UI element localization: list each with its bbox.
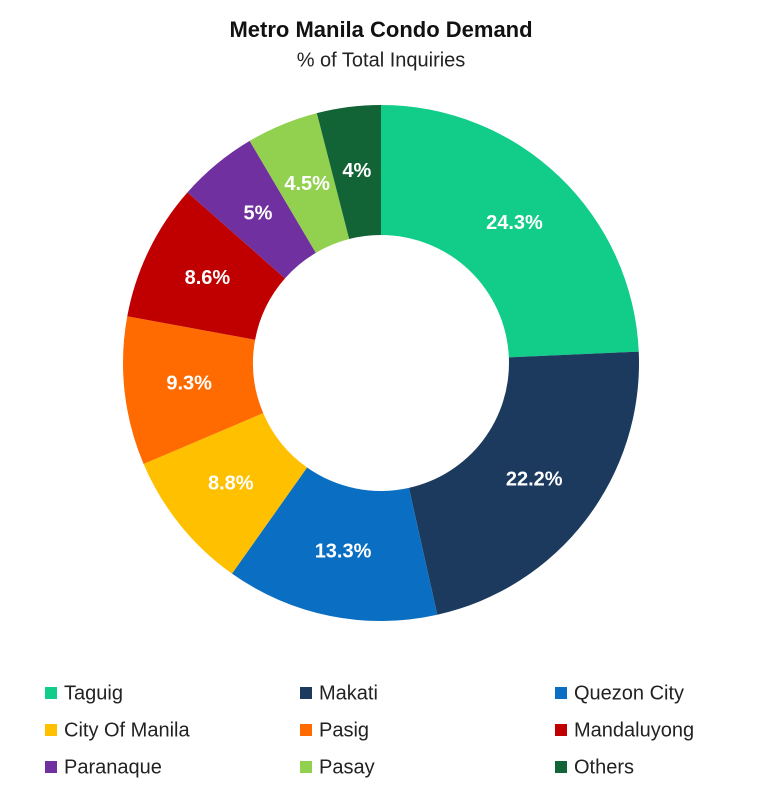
- donut-slice: [249, 113, 350, 253]
- value-label: 8.6%: [185, 267, 231, 289]
- donut-slice: [187, 140, 316, 279]
- legend-label: Mandaluyong: [574, 719, 694, 741]
- donut-slice: [231, 467, 438, 621]
- donut-slice: [408, 351, 640, 615]
- value-label: 8.8%: [208, 472, 254, 494]
- donut-slice: [381, 105, 639, 358]
- legend-label: Taguig: [64, 682, 123, 704]
- value-label: 22.2%: [506, 469, 563, 491]
- legend-label: Paranaque: [64, 756, 162, 778]
- legend-label: Pasig: [319, 719, 369, 741]
- value-label: 24.3%: [486, 212, 543, 234]
- legend-swatch: [45, 761, 57, 773]
- value-label: 4.5%: [284, 173, 330, 195]
- donut-slice: [316, 105, 381, 240]
- legend-label: Quezon City: [574, 682, 684, 704]
- legend-swatch: [555, 687, 567, 699]
- legend-swatch: [555, 761, 567, 773]
- legend-swatch: [45, 724, 57, 736]
- donut-slice: [143, 413, 308, 574]
- value-label: 9.3%: [166, 372, 212, 394]
- value-label: 5%: [244, 203, 273, 225]
- legend-swatch: [555, 724, 567, 736]
- value-label: 4%: [342, 160, 371, 182]
- legend-swatch: [300, 687, 312, 699]
- chart-subtitle: % of Total Inquiries: [297, 49, 466, 71]
- value-label: 13.3%: [315, 541, 372, 563]
- legend-label: Makati: [319, 682, 378, 704]
- chart-title: Metro Manila Condo Demand: [229, 17, 532, 42]
- donut-slice: [127, 192, 285, 340]
- donut-slice: [123, 316, 264, 464]
- legend-swatch: [45, 687, 57, 699]
- legend-label: Others: [574, 756, 634, 778]
- legend-label: City Of Manila: [64, 719, 190, 741]
- legend-label: Pasay: [319, 756, 375, 778]
- legend-swatch: [300, 724, 312, 736]
- legend-swatch: [300, 761, 312, 773]
